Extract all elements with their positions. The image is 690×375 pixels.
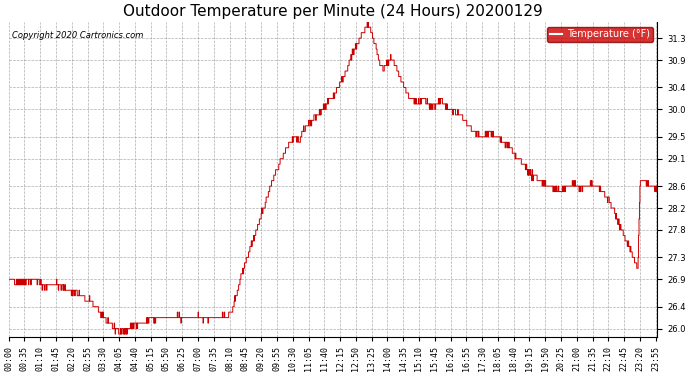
- Text: Copyright 2020 Cartronics.com: Copyright 2020 Cartronics.com: [12, 31, 144, 40]
- Title: Outdoor Temperature per Minute (24 Hours) 20200129: Outdoor Temperature per Minute (24 Hours…: [124, 4, 543, 19]
- Legend: Temperature (°F): Temperature (°F): [547, 27, 653, 42]
